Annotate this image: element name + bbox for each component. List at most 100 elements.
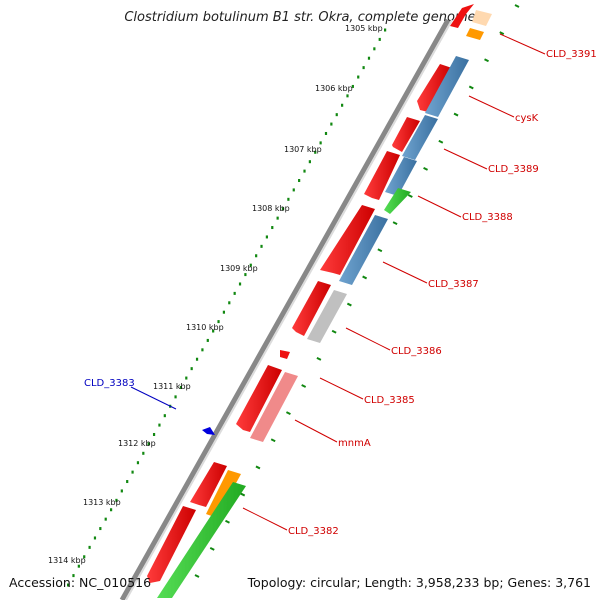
callout-line — [130, 386, 177, 410]
gene-cds — [280, 350, 290, 359]
scale-dot — [281, 207, 285, 211]
scale-dot — [77, 564, 80, 568]
scale-dot — [298, 179, 301, 183]
scale-dot — [174, 395, 177, 399]
scale-dot — [147, 442, 150, 446]
gene-label: mnmA — [338, 438, 371, 449]
scale-dot — [158, 423, 161, 427]
scale-dot — [233, 291, 236, 295]
outer-mark — [514, 4, 520, 8]
scale-dot — [271, 226, 274, 230]
scale-dot — [190, 367, 193, 371]
gene-label: CLD_3391 — [546, 49, 597, 60]
gene-cds — [450, 4, 474, 28]
scale-dot — [185, 376, 188, 380]
scale-dot — [67, 583, 70, 587]
gene-cds — [236, 365, 282, 432]
gene-feature — [384, 188, 411, 214]
outer-mark — [423, 166, 429, 171]
scale-dot — [324, 131, 328, 135]
scale-dot — [217, 320, 220, 324]
outer-mark — [301, 384, 307, 388]
gene-cds — [417, 64, 452, 112]
tick-label: 1308 kbp — [252, 204, 290, 213]
tick-label: 1312 kbp — [118, 439, 156, 448]
scale-labels: 1305 kbp 1306 kbp 1307 kbp 1308 kbp 1309… — [48, 24, 383, 565]
scale-dot — [357, 75, 360, 79]
outer-mark — [209, 546, 215, 551]
gene-feature — [385, 157, 417, 196]
gene-feature — [206, 470, 241, 518]
genome-summary: Topology: circular; Length: 3,958,233 bp… — [247, 575, 591, 590]
gene-feature — [425, 56, 469, 117]
scale-dot — [206, 338, 209, 342]
scale-dot — [314, 150, 317, 154]
gene-cds — [392, 117, 420, 152]
outer-mark — [316, 356, 322, 361]
scale-dot — [249, 263, 252, 267]
scale-dot — [83, 555, 86, 559]
outer-mark — [194, 574, 200, 578]
gene-label: CLD_3387 — [428, 279, 479, 290]
scale-dot — [222, 310, 226, 314]
gene-cds — [147, 506, 196, 583]
scale-dot — [99, 527, 102, 531]
scale-dot — [276, 216, 279, 220]
scale-dot — [351, 84, 354, 88]
scale-dot — [104, 517, 107, 521]
tick-label: 1310 kbp — [186, 323, 224, 332]
tick-label: 1314 kbp — [48, 556, 86, 565]
gene-label: CLD_3383 — [84, 378, 135, 389]
scale-dot — [195, 357, 199, 361]
scale-dot — [228, 301, 231, 305]
scale-dot — [201, 348, 204, 352]
tick-label: 1306 kbp — [315, 84, 353, 93]
scale-dot — [341, 103, 344, 107]
scale-dot — [115, 498, 118, 502]
outer-mark — [453, 112, 459, 117]
tick-label: 1305 kbp — [345, 24, 383, 33]
genome-backbone — [119, 18, 451, 600]
scale-dot — [152, 432, 156, 436]
scale-dot — [260, 244, 263, 248]
scale-dot — [88, 545, 91, 549]
scale-dot — [109, 508, 113, 512]
scale-dot — [367, 56, 371, 60]
scale-dot — [120, 489, 123, 493]
outer-mark — [438, 139, 444, 144]
scale-dot — [292, 188, 295, 192]
outer-mark — [484, 58, 489, 63]
outer-mark — [407, 194, 413, 198]
scale-dot — [131, 470, 134, 474]
tick-label: 1311 kbp — [153, 382, 191, 391]
gene-feature — [466, 28, 484, 40]
scale-dot — [93, 536, 97, 540]
tick-label: 1309 kbp — [220, 264, 258, 273]
scale-dot — [255, 254, 258, 258]
tick-label: 1307 kbp — [284, 145, 322, 154]
gene-cds — [364, 151, 400, 200]
scale-dot — [308, 160, 311, 164]
gene-label: CLD_3386 — [391, 346, 442, 357]
map-title: Clostridium botulinum B1 str. Okra, comp… — [124, 10, 475, 25]
callout-lines — [242, 33, 546, 531]
gene-cds — [190, 462, 227, 507]
scale-dot — [373, 47, 376, 51]
gene-feature — [307, 290, 347, 343]
scale-dot — [212, 329, 215, 333]
gene-feature — [157, 482, 246, 598]
gene-feature — [472, 10, 492, 26]
gene-cds-inner — [202, 427, 215, 435]
scale-dot — [335, 113, 338, 117]
outer-mark — [285, 411, 291, 416]
scale-dot — [163, 414, 166, 418]
outer-mark — [225, 519, 230, 524]
outer-mark — [346, 302, 352, 307]
scale-dot — [319, 141, 322, 145]
gene-feature — [402, 115, 438, 160]
gene-label: CLD_3382 — [288, 526, 339, 537]
gene-label: CLD_3389 — [488, 164, 539, 175]
scale-dot — [287, 197, 290, 201]
scale-dot — [346, 94, 349, 98]
